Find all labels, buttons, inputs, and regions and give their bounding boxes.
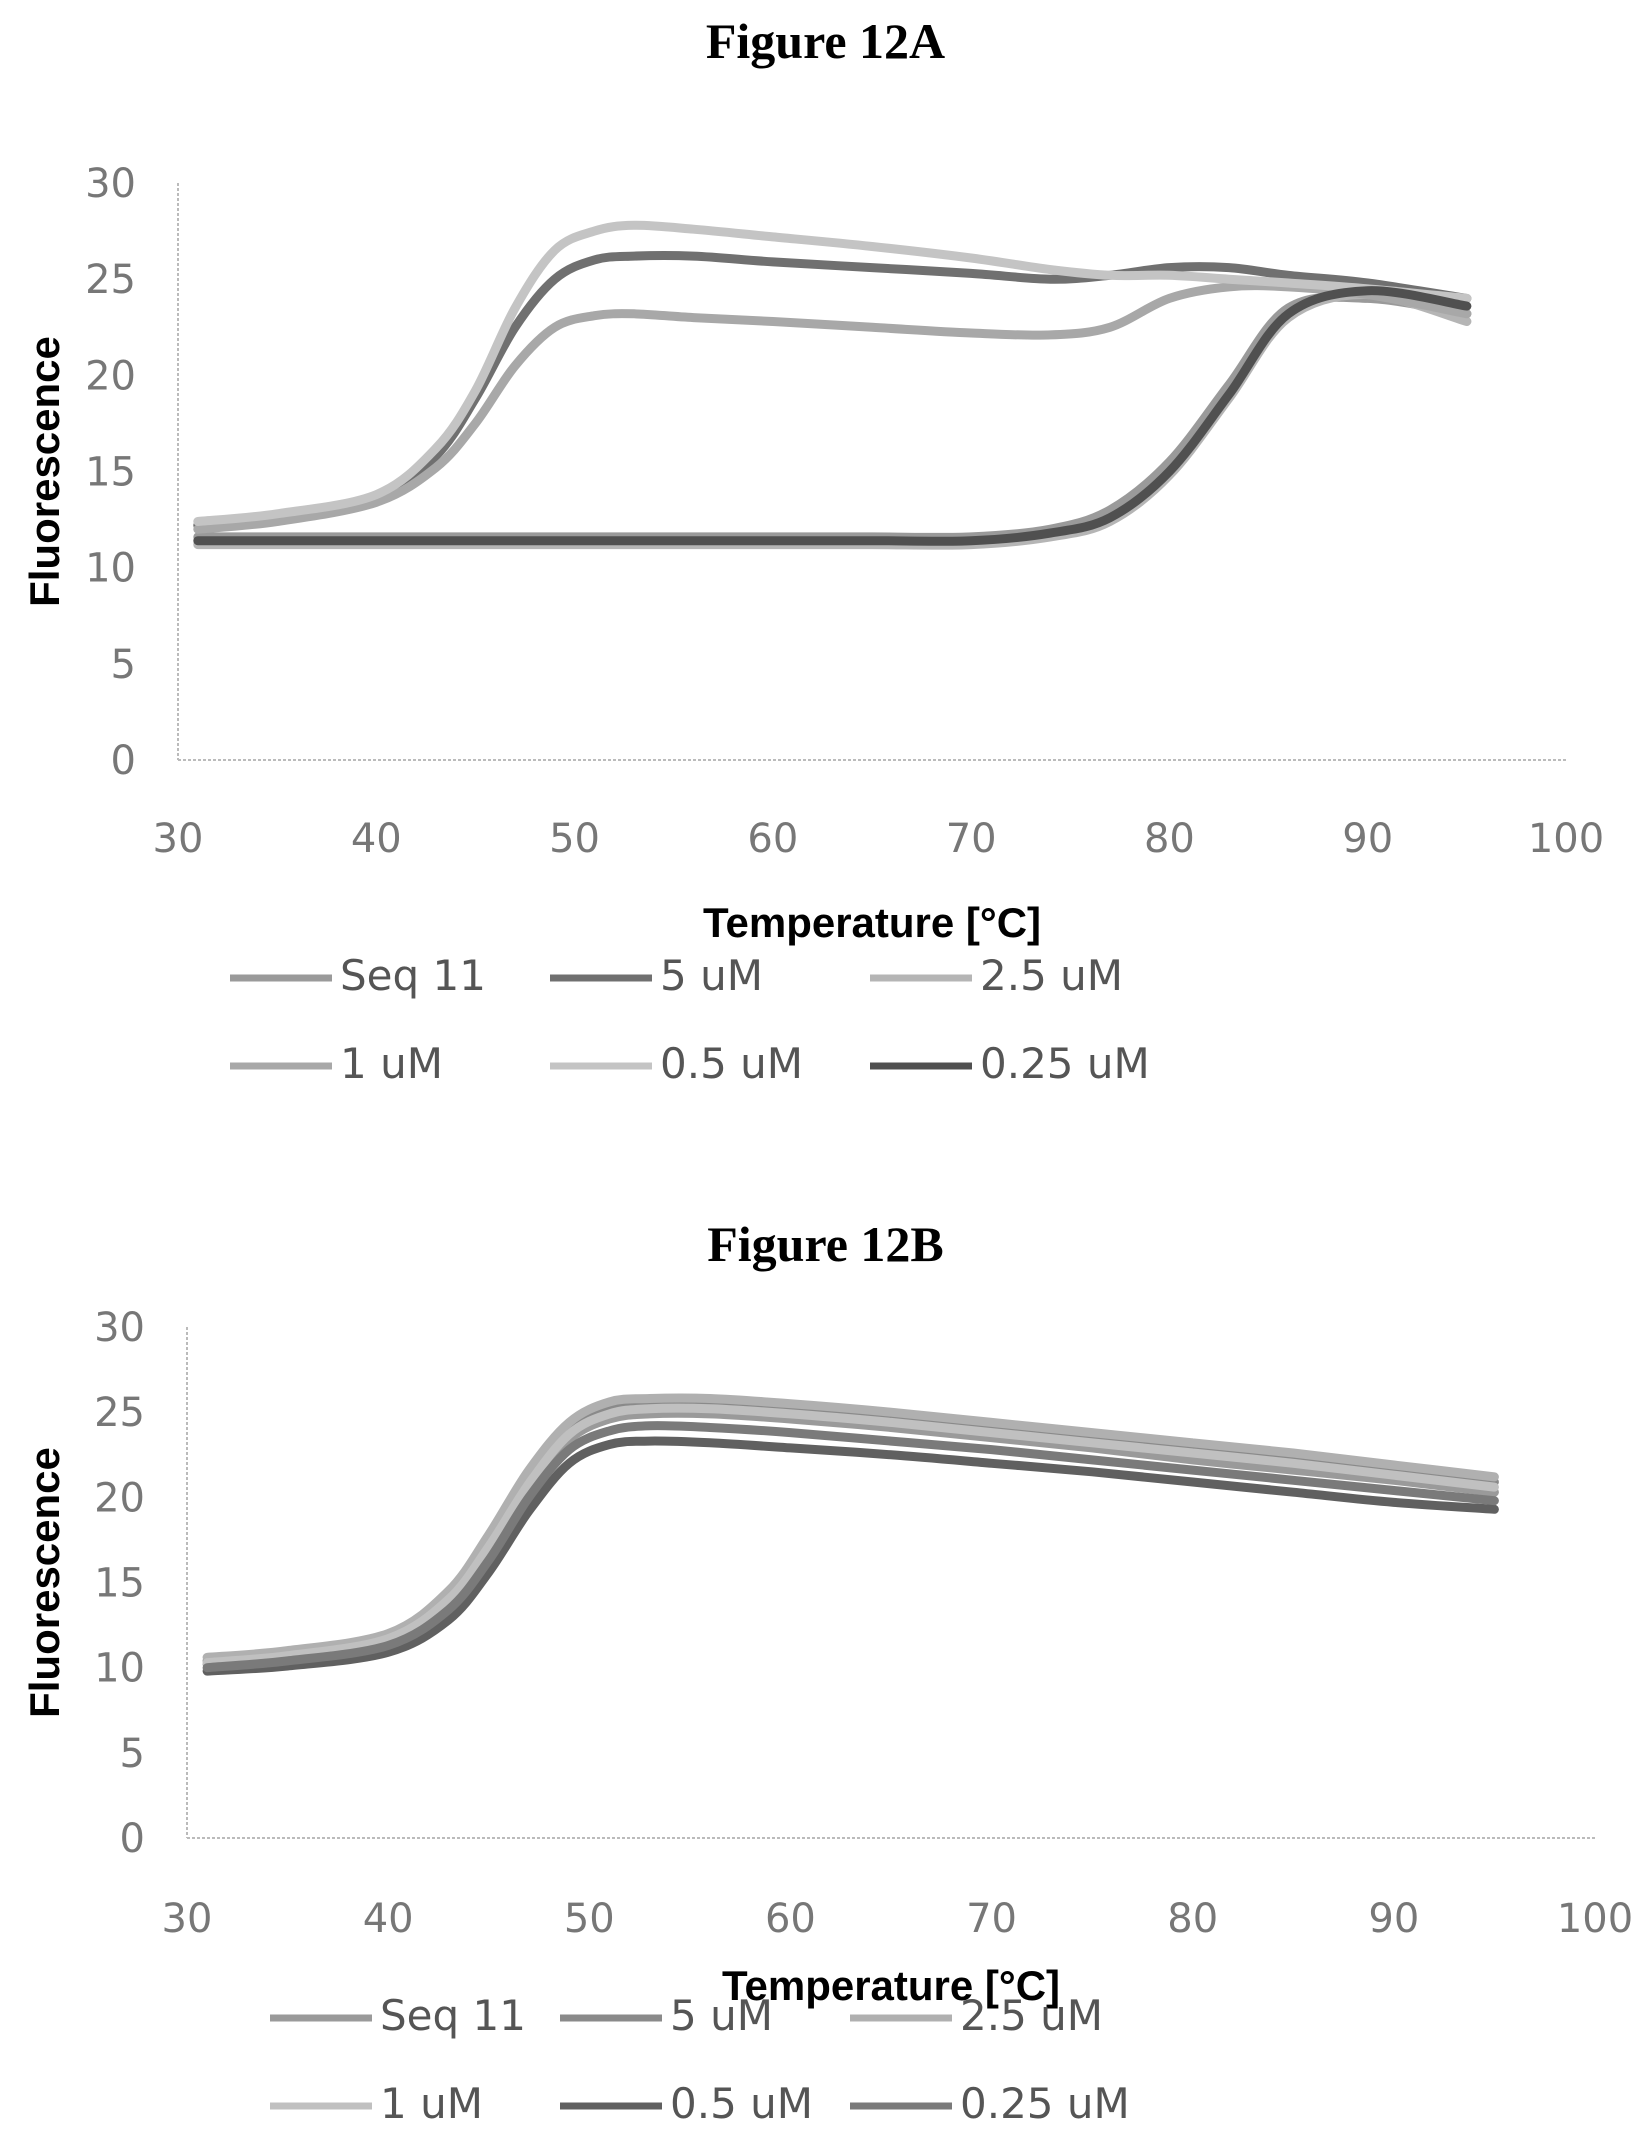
series-line-2-5-um (202, 1393, 1499, 1662)
series-line-0-5-um (193, 220, 1472, 526)
y-tick-label: 25 (85, 257, 136, 303)
series-line-1-um (202, 1403, 1499, 1668)
x-tick-label: 60 (765, 1896, 816, 1942)
y-axis-title: Fluorescence (21, 336, 68, 607)
legend-label: 5 uM (670, 1991, 773, 2040)
x-tick-label: 70 (946, 816, 997, 862)
x-tick-label: 50 (564, 1896, 615, 1942)
y-axis-title: Fluorescence (21, 1447, 68, 1718)
series-line-0-25-um (202, 1421, 1499, 1673)
x-tick-label: 80 (1167, 1896, 1218, 1942)
y-tick-label: 10 (94, 1646, 145, 1692)
legend-label: 1 uM (340, 1039, 443, 1088)
x-tick-label: 90 (1342, 816, 1393, 862)
x-axis-title: Temperature [°C] (722, 1962, 1060, 2009)
x-tick-label: 30 (153, 816, 204, 862)
y-tick-label: 10 (85, 546, 136, 592)
x-tick-label: 40 (351, 816, 402, 862)
legend-label: 5 uM (660, 951, 763, 1000)
legend-label: 1 uM (380, 2079, 483, 2128)
y-tick-label: 25 (94, 1390, 145, 1436)
y-tick-label: 15 (94, 1561, 145, 1607)
legend-label: 2.5 uM (960, 1991, 1103, 2040)
x-tick-label: 100 (1528, 816, 1604, 862)
x-tick-label: 70 (966, 1896, 1017, 1942)
legend-label: 0.5 uM (670, 2079, 813, 2128)
series-line-5-um (193, 250, 1472, 530)
legend-label: Seq 11 (380, 1991, 526, 2040)
x-tick-label: 40 (363, 1896, 414, 1942)
legend-label: 0.25 uM (980, 1039, 1150, 1088)
y-tick-label: 30 (94, 1305, 145, 1351)
x-tick-label: 50 (549, 816, 600, 862)
y-tick-label: 15 (85, 450, 136, 496)
series-line-0-25-um (193, 286, 1472, 546)
legend-label: 0.25 uM (960, 2079, 1130, 2128)
x-axis-title: Temperature [°C] (703, 899, 1041, 946)
series-line-1-um (193, 281, 1472, 534)
y-tick-label: 0 (111, 738, 136, 784)
y-tick-label: 30 (85, 161, 136, 207)
y-tick-label: 5 (111, 642, 136, 688)
x-tick-label: 90 (1368, 1896, 1419, 1942)
y-tick-label: 20 (85, 353, 136, 399)
x-tick-label: 100 (1557, 1896, 1633, 1942)
series-line-0-5-um (202, 1436, 1499, 1676)
x-tick-label: 60 (747, 816, 798, 862)
legend-label: Seq 11 (340, 951, 486, 1000)
y-tick-label: 0 (120, 1816, 145, 1862)
figure-12a-title: Figure 12A (705, 13, 946, 69)
y-tick-label: 5 (120, 1731, 145, 1777)
figure-12b-title: Figure 12B (707, 1216, 944, 1272)
x-tick-label: 80 (1144, 816, 1195, 862)
y-tick-label: 20 (94, 1475, 145, 1521)
x-tick-label: 30 (162, 1896, 213, 1942)
series-line-2-5-um (193, 290, 1472, 550)
legend-label: 0.5 uM (660, 1039, 803, 1088)
legend-label: 2.5 uM (980, 951, 1123, 1000)
